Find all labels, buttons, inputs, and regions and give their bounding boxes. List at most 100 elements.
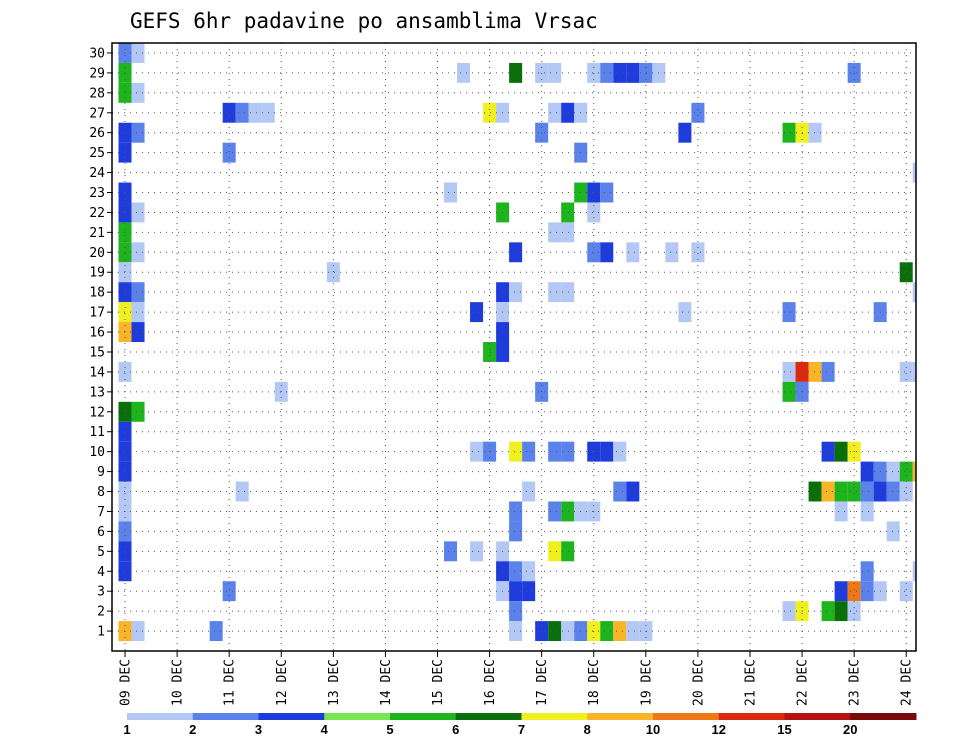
- colorbar-segment: [718, 713, 785, 720]
- colorbar-label: 1: [123, 722, 130, 737]
- heatmap-cell: [600, 242, 614, 263]
- heatmap-cell: [626, 242, 640, 263]
- heatmap-cell: [118, 421, 132, 442]
- heatmap-cell: [847, 481, 861, 502]
- y-tick-label: 12: [89, 405, 105, 420]
- heatmap-cell: [587, 182, 601, 203]
- y-tick-label: 28: [89, 86, 105, 101]
- x-tick-label: 21 DEC: [743, 659, 758, 706]
- colorbar-segment: [324, 713, 391, 720]
- y-tick-label: 3: [97, 585, 105, 600]
- heatmap-cell: [444, 541, 458, 562]
- heatmap-cell: [509, 621, 523, 642]
- heatmap-cell: [678, 122, 692, 143]
- heatmap-cell: [808, 122, 822, 143]
- heatmap-cell: [509, 521, 523, 542]
- heatmap-cell: [834, 441, 848, 462]
- heatmap-cell: [821, 481, 835, 502]
- y-tick-label: 6: [97, 525, 105, 540]
- heatmap-cell: [912, 162, 916, 183]
- heatmap-cell: [899, 262, 913, 283]
- x-tick-label: 17 DEC: [535, 659, 550, 706]
- heatmap-cell: [522, 561, 536, 582]
- colorbar-label: 6: [452, 722, 459, 737]
- heatmap-cell: [860, 501, 874, 522]
- heatmap-cell: [548, 621, 562, 642]
- x-tick-label: 09 DEC: [119, 659, 134, 706]
- heatmap-cell: [561, 541, 575, 562]
- y-tick-label: 16: [89, 326, 105, 341]
- heatmap-cell: [131, 122, 145, 143]
- y-tick-label: 5: [97, 545, 105, 560]
- heatmap-cell: [548, 62, 562, 83]
- y-tick-label: 14: [89, 365, 105, 380]
- heatmap-cell: [118, 62, 132, 83]
- heatmap-cell: [209, 621, 223, 642]
- heatmap-cell: [118, 282, 132, 303]
- heatmap-cell: [118, 82, 132, 103]
- heatmap-cell: [912, 282, 916, 303]
- y-tick-label: 27: [89, 106, 105, 121]
- y-tick-label: 4: [97, 565, 105, 580]
- heatmap-cell: [782, 122, 796, 143]
- heatmap-cell: [483, 102, 497, 123]
- heatmap-cell: [118, 401, 132, 422]
- plot-frame: [111, 42, 917, 652]
- heatmap-cell: [886, 461, 900, 482]
- heatmap-cell: [587, 62, 601, 83]
- heatmap-cell: [326, 262, 340, 283]
- heatmap-cell: [613, 481, 627, 502]
- y-axis: 1234567891011121314151617181920212223242…: [89, 46, 112, 640]
- colorbar-label: 7: [518, 722, 525, 737]
- x-tick-label: 24 DEC: [900, 659, 915, 706]
- heatmap-cell: [860, 461, 874, 482]
- y-tick-label: 1: [97, 625, 105, 640]
- x-tick-label: 18 DEC: [587, 659, 602, 706]
- colorbar-segment: [653, 713, 720, 720]
- y-tick-label: 24: [89, 166, 105, 181]
- heatmap-cell: [587, 242, 601, 263]
- heatmap-cell: [522, 481, 536, 502]
- heatmap-cell: [118, 202, 132, 223]
- heatmap-cell: [470, 302, 484, 323]
- colorbar-segment: [192, 713, 259, 720]
- heatmap-cell: [665, 242, 679, 263]
- heatmap-cell: [118, 361, 132, 382]
- colorbar-segment: [127, 713, 194, 720]
- heatmap-cell: [639, 62, 653, 83]
- heatmap-cell: [535, 62, 549, 83]
- heatmap-cell: [222, 581, 236, 602]
- y-tick-label: 11: [89, 425, 105, 440]
- colorbar-label: 20: [843, 722, 857, 737]
- heatmap-cell: [248, 102, 262, 123]
- x-tick-label: 13 DEC: [327, 659, 342, 706]
- colorbar-label: 5: [386, 722, 393, 737]
- heatmap-cell: [561, 621, 575, 642]
- heatmap-cell: [118, 481, 132, 502]
- colorbar: 1 2 3 4 5 6 7 8 10 12 15 20: [123, 713, 917, 737]
- y-tick-label: 20: [89, 246, 105, 261]
- heatmap-cell: [834, 601, 848, 622]
- heatmap-cell: [444, 182, 458, 203]
- heatmap-cell: [131, 202, 145, 223]
- heatmap-cell: [548, 501, 562, 522]
- heatmap-cell: [509, 242, 523, 263]
- heatmap-cell: [483, 342, 497, 362]
- heatmap-cell: [131, 43, 145, 63]
- heatmap-cell: [131, 621, 145, 642]
- heatmap-cell: [821, 441, 835, 462]
- heatmap-cell: [626, 481, 640, 502]
- heatmap-cell: [899, 481, 913, 502]
- heatmap-cell: [899, 581, 913, 602]
- heatmap-cell: [509, 601, 523, 622]
- heatmap-cell: [613, 621, 627, 642]
- heatmap-cell: [548, 541, 562, 562]
- heatmap-cell: [899, 461, 913, 482]
- heatmap-cell: [600, 62, 614, 83]
- y-tick-label: 10: [89, 445, 105, 460]
- heatmap-cell: [808, 481, 822, 502]
- heatmap-cell: [118, 43, 132, 63]
- heatmap-cell: [509, 561, 523, 582]
- heatmap-cell: [118, 541, 132, 562]
- heatmap-cell: [847, 581, 861, 602]
